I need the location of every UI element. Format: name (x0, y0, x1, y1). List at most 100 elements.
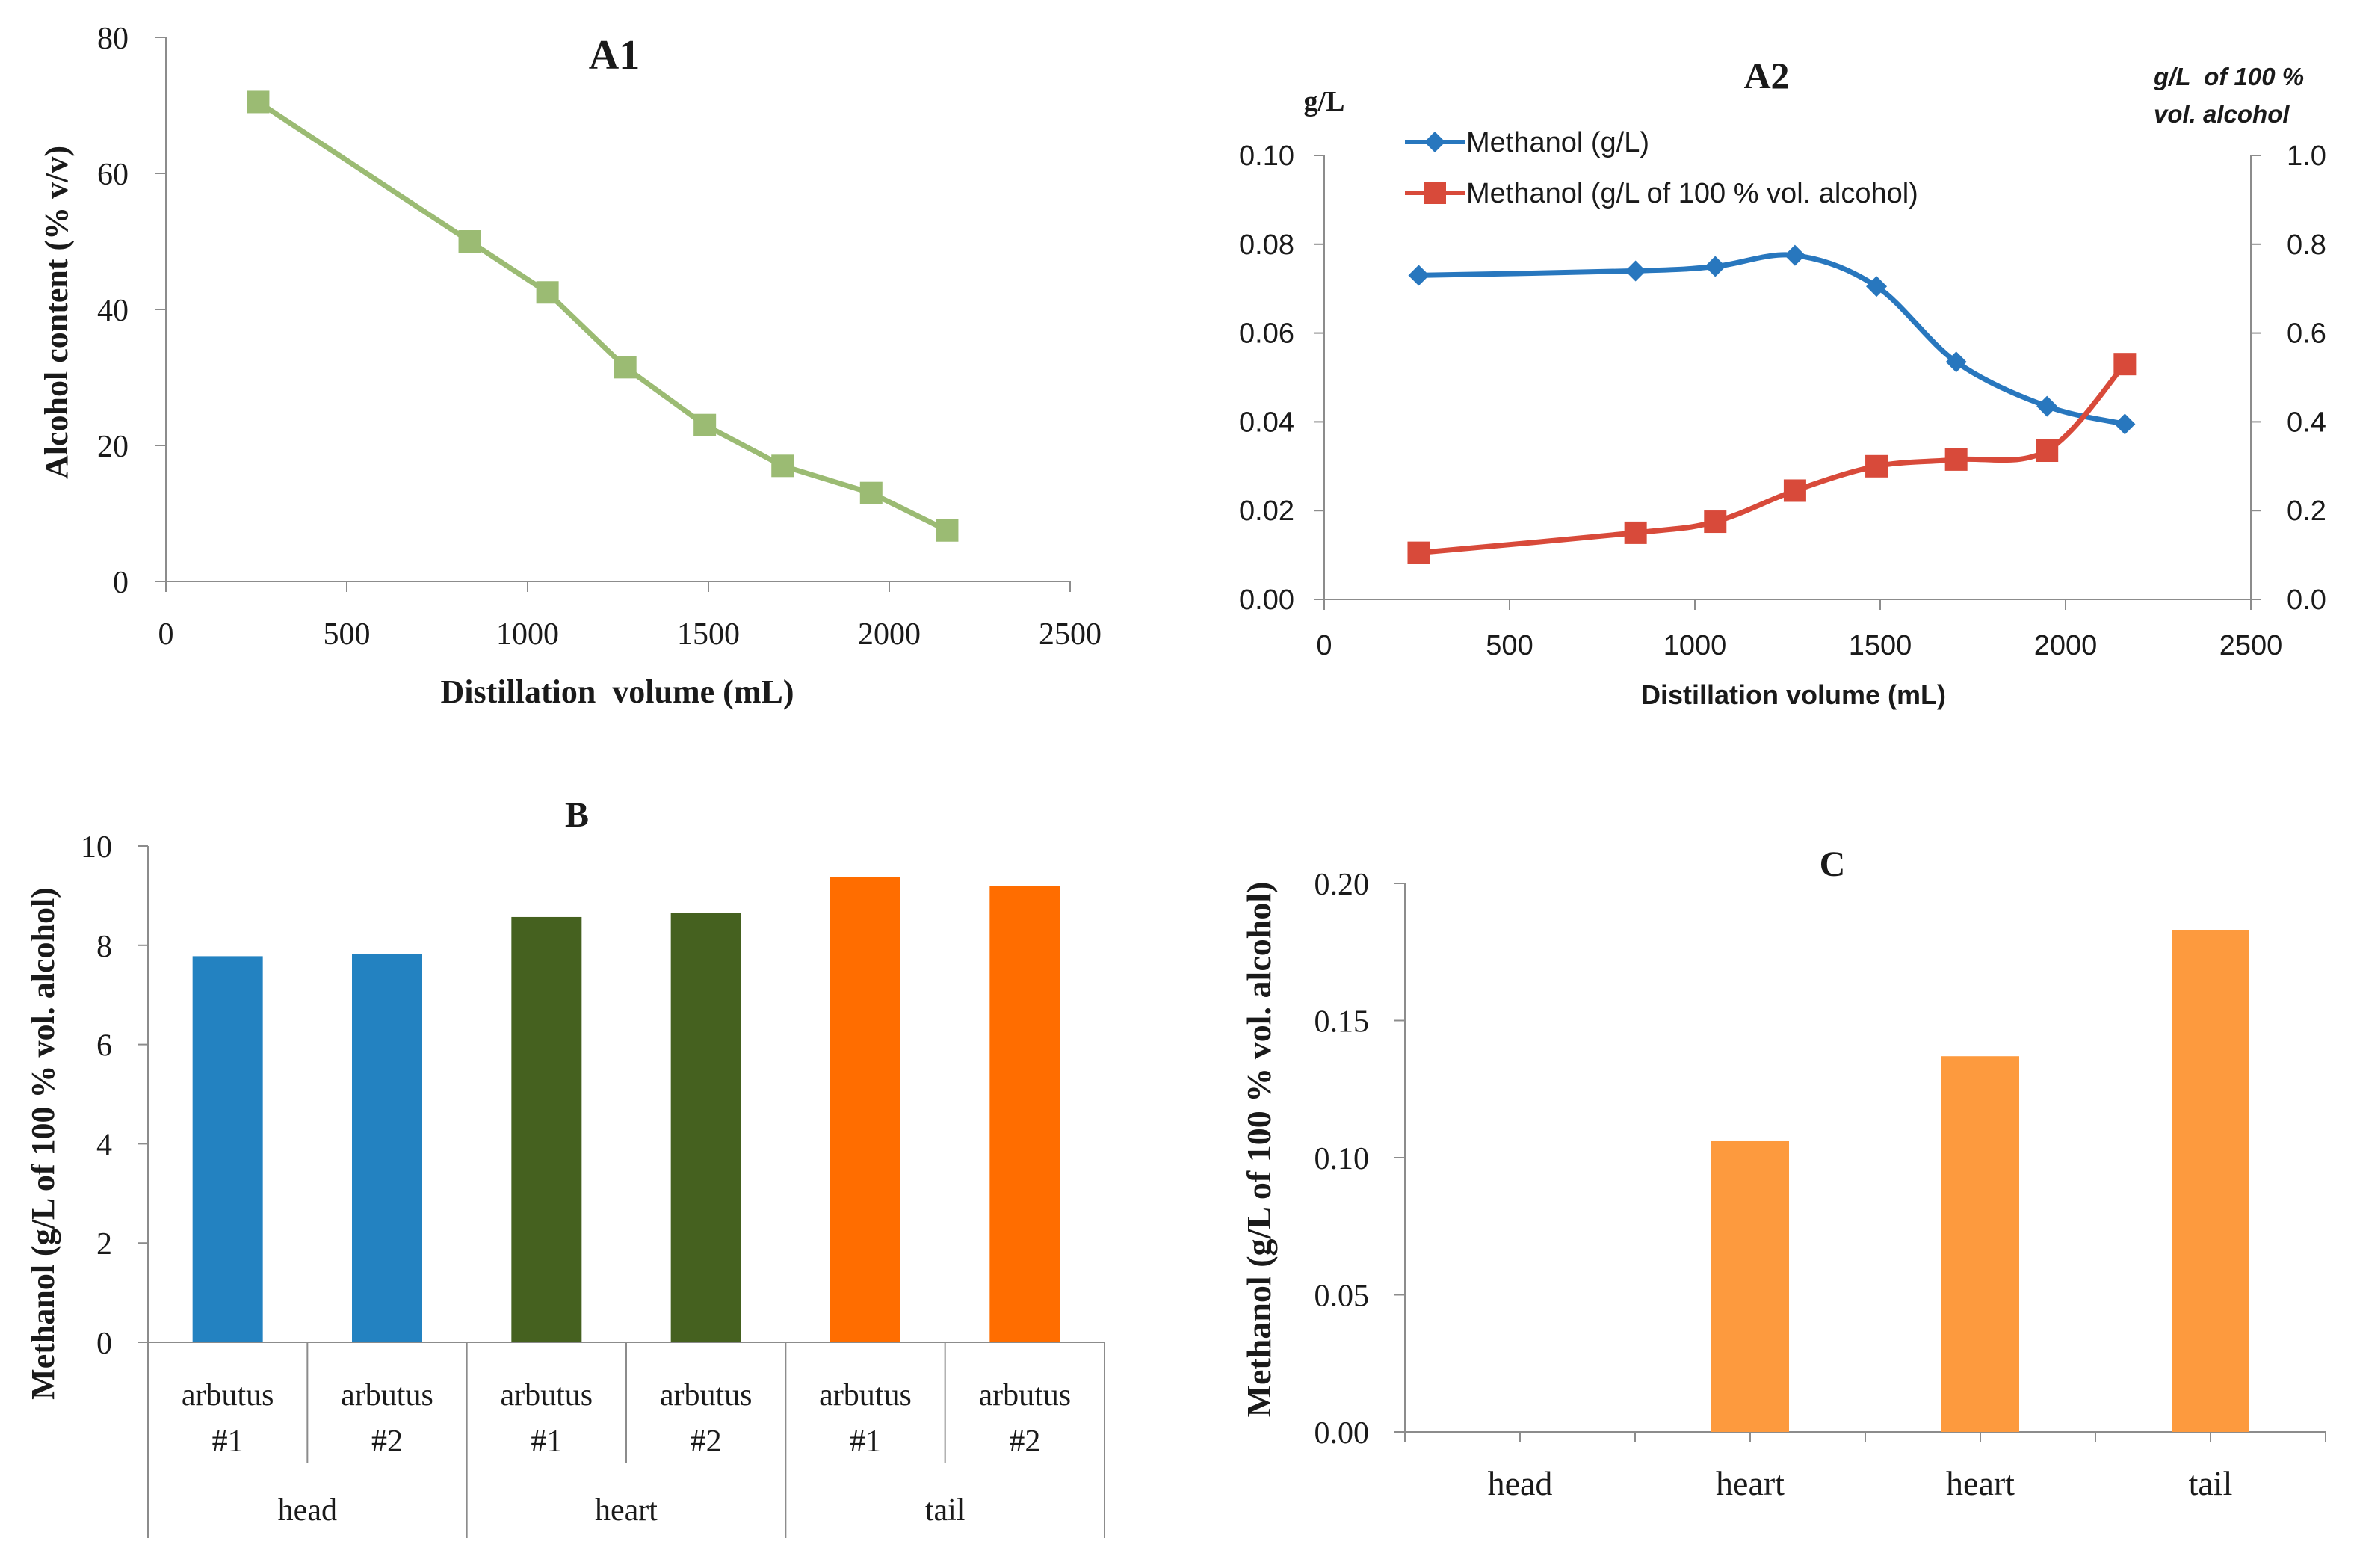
a2-methanol-point (1705, 256, 1726, 277)
a1-x-tick-label: 0 (158, 617, 174, 652)
a2-methanol-alcohol-point (1783, 479, 1806, 502)
a1-x-tick-label: 2500 (1039, 617, 1102, 652)
b-category-label-line2: #1 (850, 1425, 881, 1459)
a2-axes: 0.00 0.02 0.04 0.06 0.08 0.10 0.0 0.2 0.4 0.6 0.8 1… (1239, 141, 2326, 661)
a1-data-point (614, 356, 637, 379)
a1-y-tick-label: 0 (113, 566, 129, 600)
b-axes: 0 2 4 6 8 10 arbutus #1 arbutus #2 arbutus #1 arbutu… (81, 830, 1105, 1538)
a1-marks (247, 90, 959, 542)
a2-methanol-line (1418, 252, 2126, 427)
b-bar (352, 954, 422, 1342)
a2-left-tick-label: 0.08 (1239, 229, 1294, 261)
b-category-label-line2: #1 (531, 1425, 562, 1459)
a2-methanol-alcohol-point (1624, 521, 1647, 544)
a2-methanol-alcohol-point (1865, 454, 1888, 478)
a2-methanol-point (1866, 276, 1888, 297)
b-group-label: head (278, 1493, 337, 1528)
a1-x-axis-label: Distillation volume (mL) (441, 673, 794, 710)
a1-x-tick-label: 1500 (677, 617, 740, 652)
b-bar (830, 877, 900, 1342)
b-bar (989, 886, 1060, 1342)
a2-methanol-point (1784, 244, 1805, 266)
b-y-tick-label: 10 (81, 830, 112, 865)
a2-left-tick-label: 0.10 (1239, 141, 1294, 172)
legend-label-methanol-alcohol: Methanol (g/L of 100 % vol. alcohol) (1466, 178, 1918, 209)
c-y-axis-label: Methanol (g/L of 100 % vol. alcohol) (1240, 882, 1278, 1418)
a1-series-line (256, 99, 948, 533)
panel-b: B Methanol (g/L of 100 % vol. alcohol) 0… (25, 795, 1105, 1538)
a1-x-tick-label: 1000 (496, 617, 559, 652)
a2-right-tick-label: 0.0 (2287, 584, 2326, 616)
c-category-label: tail (2189, 1464, 2233, 1502)
a1-data-point (458, 230, 481, 253)
a2-right-tick-label: 0.8 (2287, 229, 2326, 261)
a2-methanol-alcohol-point (2036, 439, 2059, 463)
a1-x-tick-label: 2000 (858, 617, 921, 652)
c-title: C (1820, 845, 1846, 884)
b-y-axis-label: Methanol (g/L of 100 % vol. alcohol) (25, 887, 61, 1400)
b-bar (511, 916, 582, 1342)
a2-right-tick-label: 0.6 (2287, 318, 2326, 350)
a2-left-tick-label: 0.06 (1239, 318, 1294, 350)
a2-methanol-point (2036, 395, 2058, 417)
b-bar (192, 956, 263, 1342)
a2-x-tick-label: 1500 (1849, 630, 1912, 661)
b-category-label-line2: #2 (1009, 1425, 1040, 1459)
a2-left-tick-label: 0.04 (1239, 407, 1294, 438)
b-category-label-line1: arbutus (501, 1378, 593, 1413)
a2-x-tick-label: 2500 (2219, 630, 2283, 661)
a2-left-tick-label: 0.02 (1239, 496, 1294, 527)
a1-data-point (247, 90, 270, 114)
a2-right-axis-unit-line2: vol. alcohol (2154, 100, 2290, 128)
a2-title: A2 (1743, 55, 1789, 96)
c-y-tick-label: 0.05 (1315, 1280, 1370, 1314)
b-y-tick-label: 2 (96, 1227, 112, 1262)
b-y-tick-label: 8 (96, 930, 112, 964)
b-category-label-line2: #2 (691, 1425, 722, 1459)
c-bar (1711, 1140, 1789, 1432)
a2-marks (1407, 244, 2137, 564)
b-group-label: tail (925, 1493, 966, 1528)
a1-title: A1 (589, 32, 640, 78)
a1-x-tick-label: 500 (324, 617, 371, 652)
b-y-tick-label: 6 (96, 1029, 112, 1064)
b-category-label-line1: arbutus (182, 1378, 274, 1413)
a1-y-tick-label: 80 (97, 22, 129, 56)
a2-x-tick-label: 0 (1316, 630, 1332, 661)
a2-x-tick-label: 500 (1486, 630, 1533, 661)
a2-x-tick-label: 2000 (2034, 630, 2098, 661)
c-category-label: heart (1716, 1464, 1785, 1502)
a2-right-axis-unit-line1: g/L of 100 % (2153, 63, 2304, 90)
b-group-label: heart (595, 1493, 658, 1528)
a1-y-tick-label: 60 (97, 158, 129, 192)
b-category-label-line2: #2 (371, 1425, 403, 1459)
a1-y-axis-label: Alcohol content (% v/v) (38, 146, 75, 479)
a1-data-point (693, 413, 717, 436)
b-category-label-line1: arbutus (341, 1378, 433, 1413)
legend-label-methanol: Methanol (g/L) (1466, 127, 1649, 158)
c-category-label: heart (1946, 1464, 2015, 1502)
panel-a1: A1 Distillation volume (mL) Alcohol cont… (38, 22, 1102, 710)
b-marks (192, 877, 1060, 1342)
a2-methanol-alcohol-point (1407, 541, 1430, 564)
legend-marker-diamond (1424, 132, 1445, 152)
b-y-tick-label: 0 (96, 1327, 112, 1361)
a2-legend: Methanol (g/L) Methanol (g/L of 100 % vo… (1405, 127, 1918, 209)
c-category-label: head (1488, 1464, 1553, 1502)
a1-data-point (859, 481, 883, 504)
a2-x-axis-label: Distillation volume (mL) (1641, 679, 1946, 710)
a2-right-tick-label: 0.4 (2287, 407, 2326, 438)
a1-data-point (536, 281, 559, 304)
a2-methanol-alcohol-point (1704, 510, 1727, 534)
a2-methanol-alcohol-point (2113, 353, 2137, 376)
c-y-tick-label: 0.20 (1315, 868, 1370, 902)
b-y-tick-label: 4 (96, 1128, 112, 1162)
a2-right-tick-label: 1.0 (2287, 141, 2326, 172)
c-axes: 0.00 0.05 0.10 0.15 0.20 head heart heart tail (1315, 868, 2326, 1502)
panel-a2: A2 g/L g/L of 100 % vol. alcohol Distill… (1239, 55, 2326, 710)
a2-methanol-point (1945, 351, 1967, 373)
b-category-label-line1: arbutus (660, 1378, 753, 1413)
a1-data-point (936, 519, 959, 542)
c-y-tick-label: 0.00 (1315, 1416, 1370, 1451)
